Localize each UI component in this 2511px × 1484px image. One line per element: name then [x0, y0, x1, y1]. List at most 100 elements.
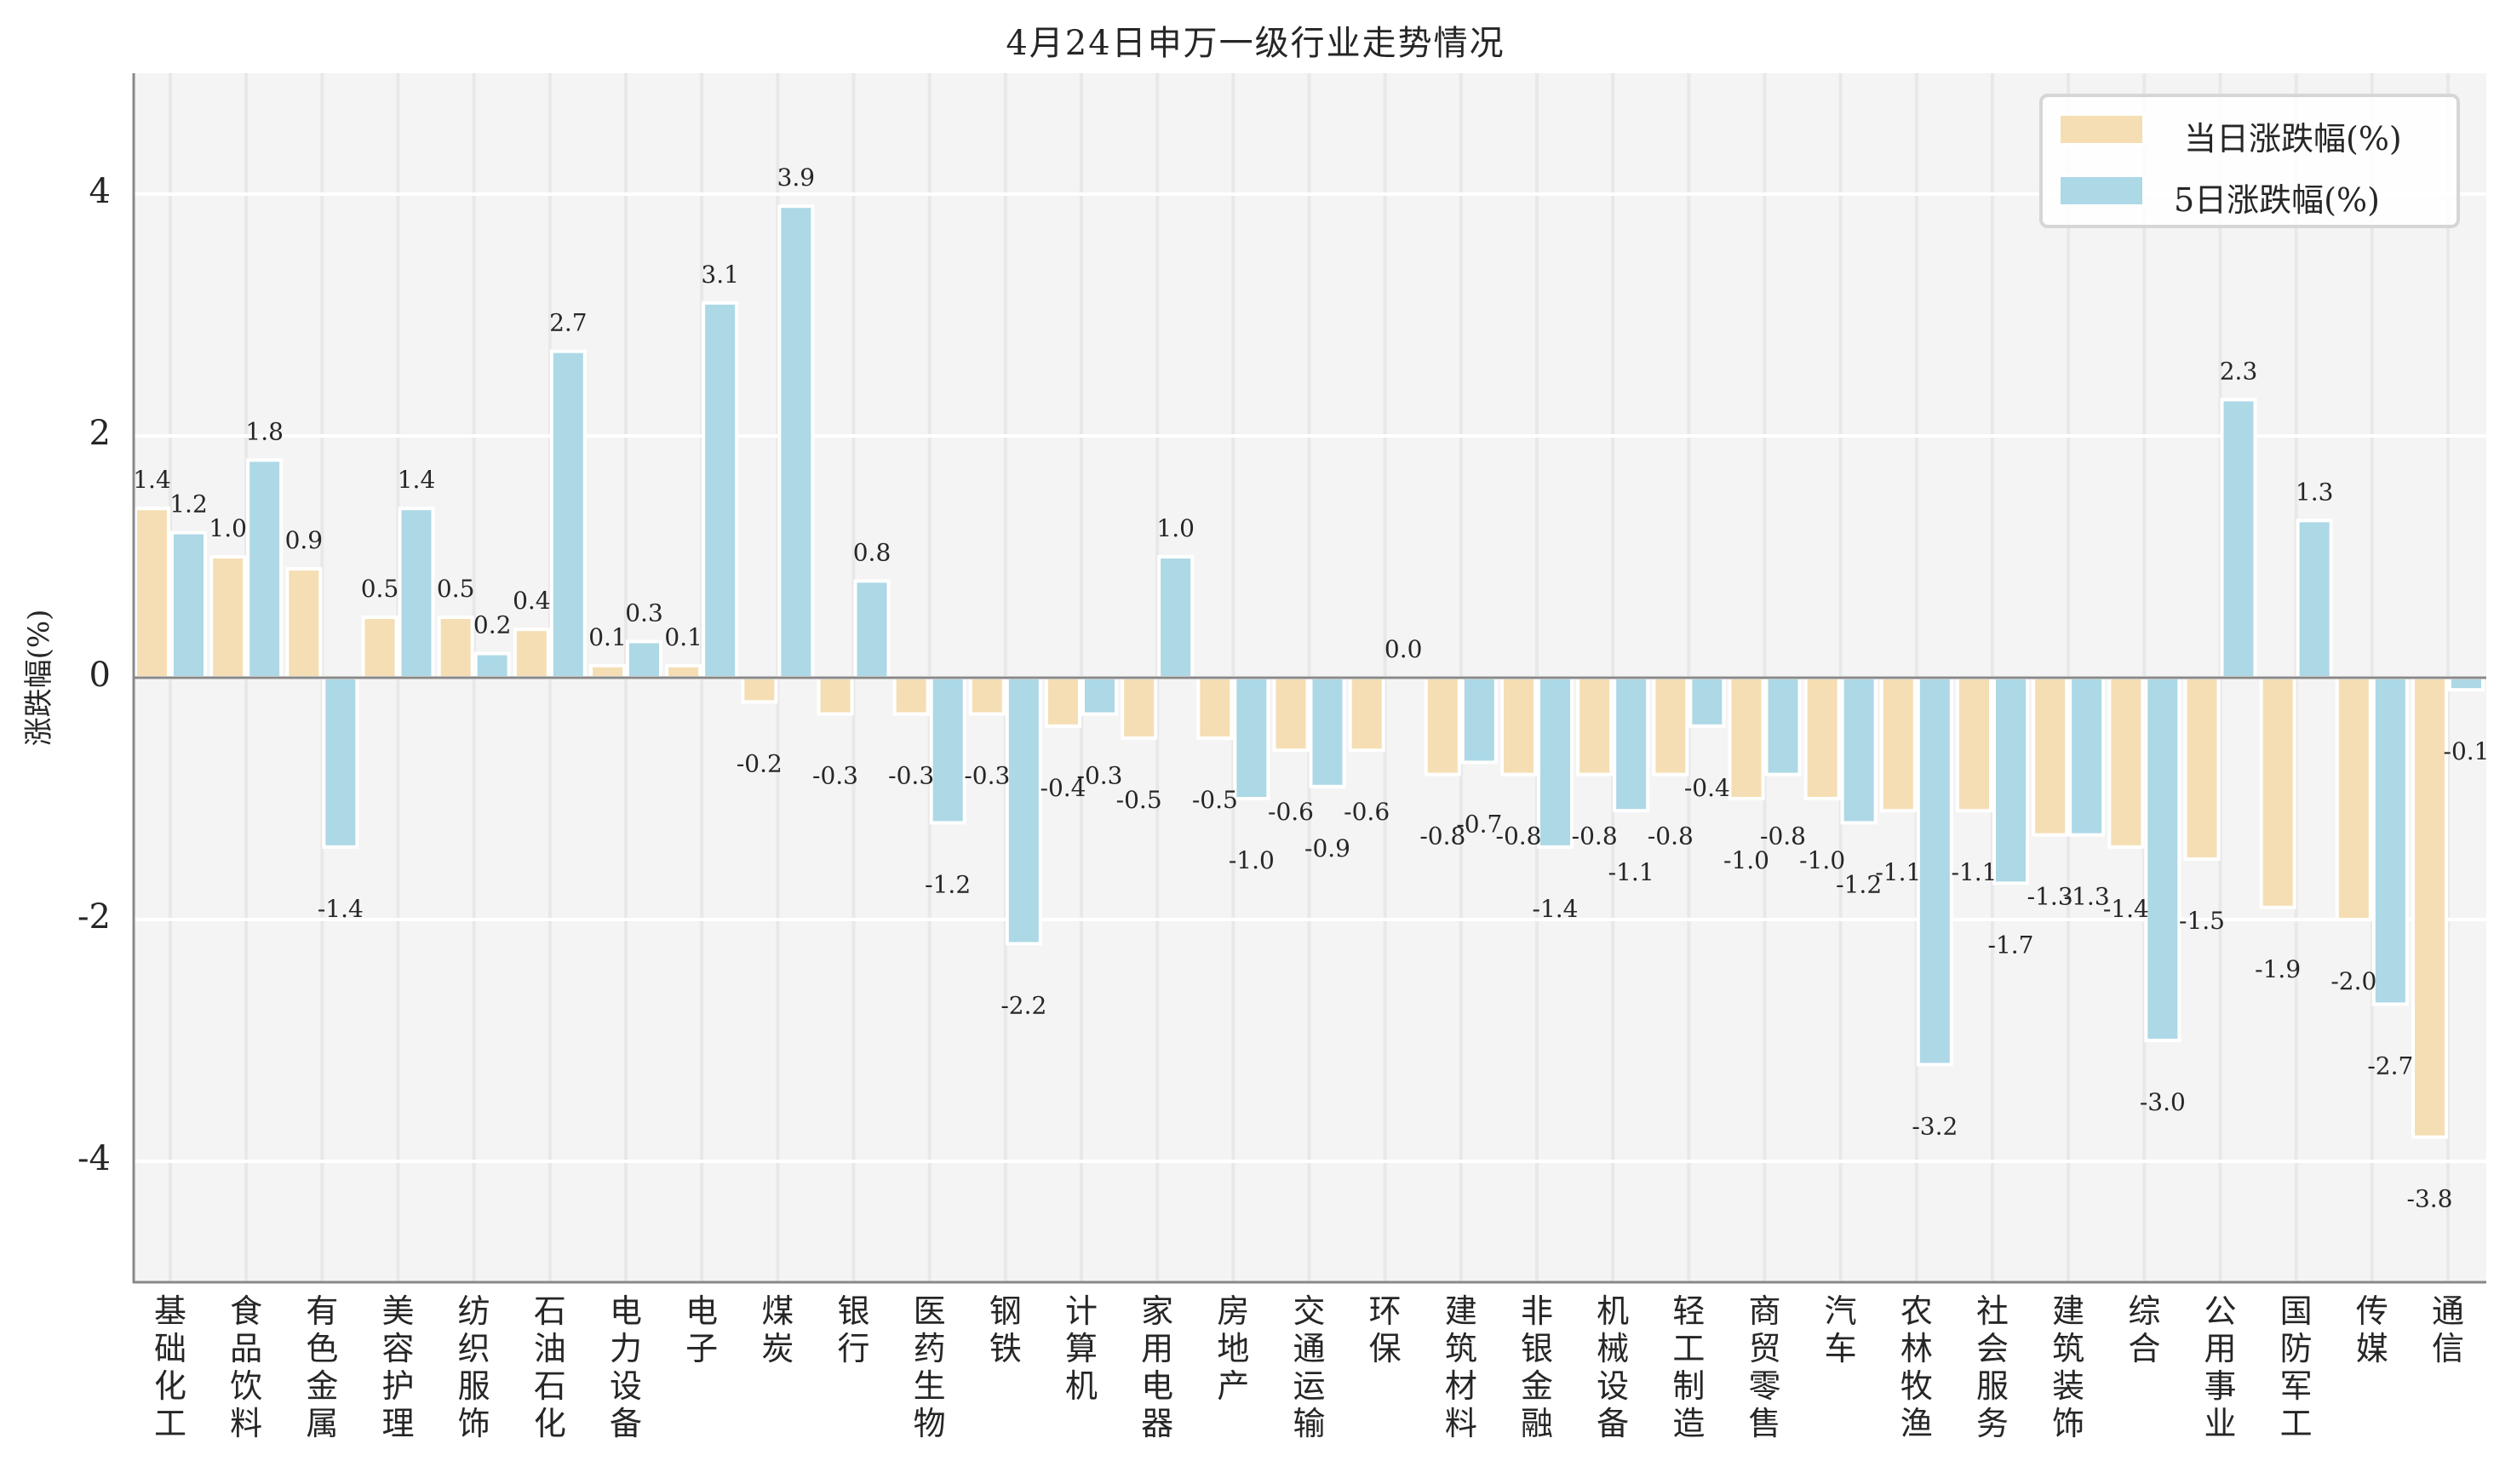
- x-tick-label: 国防军工: [2279, 1292, 2313, 1442]
- bar-daily: [1803, 676, 1841, 800]
- y-tick-label: 2: [89, 414, 111, 453]
- bar-5day: [777, 204, 815, 679]
- value-label-daily: 0.5: [437, 575, 475, 603]
- bar-5day: [246, 458, 284, 680]
- legend-swatch-5day: [2058, 175, 2145, 207]
- x-tick-label: 家用电器: [1141, 1292, 1174, 1442]
- bar-daily: [1576, 676, 1614, 776]
- value-label-5day: -3.2: [1912, 1112, 1958, 1140]
- value-label-5day: -1.4: [318, 895, 364, 923]
- value-label-5day: -1.3: [2064, 883, 2110, 911]
- value-label-daily: -0.8: [1648, 822, 1694, 851]
- x-tick-label: 银行: [837, 1292, 870, 1367]
- bar-daily: [589, 663, 626, 679]
- bar-5day: [1764, 676, 1802, 776]
- bar-5day: [2220, 398, 2257, 679]
- chart-title: 4月24日申万一级行业走势情况: [1006, 24, 1505, 63]
- value-label-5day: 1.4: [398, 466, 436, 494]
- value-label-5day: -2.2: [1000, 991, 1046, 1019]
- bar-daily: [1728, 676, 1765, 800]
- bar-5day: [1005, 676, 1042, 946]
- value-label-daily: -2.0: [2330, 967, 2376, 995]
- x-tick-label: 综合: [2128, 1292, 2161, 1367]
- value-label-daily: -0.5: [1192, 786, 1238, 814]
- bar-5day: [1613, 676, 1650, 813]
- bar-5day: [1840, 676, 1878, 825]
- bar-5day: [549, 349, 587, 679]
- x-tick-label: 煤炭: [761, 1292, 794, 1367]
- value-label-5day: 1.2: [169, 490, 208, 519]
- value-label-daily: -1.0: [1799, 846, 1845, 874]
- value-label-daily: -0.8: [1572, 822, 1618, 851]
- bar-daily: [2259, 676, 2296, 909]
- x-tick-label: 商贸零售: [1748, 1292, 1781, 1442]
- value-label-daily: -0.2: [737, 749, 783, 777]
- bar-daily: [1196, 676, 1234, 740]
- bar-5day: [853, 579, 891, 680]
- bar-daily: [817, 676, 854, 716]
- x-tick-label: 钢铁: [989, 1292, 1022, 1367]
- bar-daily: [892, 676, 930, 716]
- bar-daily: [1956, 676, 1992, 813]
- value-label-5day: 0.2: [473, 611, 512, 639]
- x-tick-label: 建筑装饰: [2052, 1292, 2085, 1442]
- legend-swatch-daily: [2058, 113, 2145, 146]
- bar-daily: [134, 507, 170, 680]
- value-label-daily: 1.4: [133, 466, 171, 494]
- x-tick-label: 公用事业: [2204, 1292, 2237, 1442]
- bar-daily: [1272, 676, 1310, 753]
- value-label-daily: 0.5: [361, 575, 399, 603]
- value-label-5day: 0.0: [1384, 635, 1423, 663]
- x-tick-label: 轻工制造: [1672, 1292, 1706, 1442]
- x-tick-label: 电子: [685, 1292, 719, 1367]
- bar-5day: [1157, 555, 1195, 679]
- bar-daily: [665, 663, 702, 679]
- y-tick-label: 0: [89, 656, 111, 695]
- value-label-5day: -1.7: [1988, 931, 2034, 959]
- bar-5day: [2068, 676, 2106, 837]
- value-label-daily: -0.8: [1419, 822, 1465, 851]
- value-label-5day: -1.2: [925, 870, 971, 898]
- value-label-daily: -0.3: [888, 762, 934, 790]
- bar-5day: [2448, 676, 2485, 692]
- bar-5day: [1460, 676, 1498, 765]
- bar-daily: [2032, 676, 2069, 837]
- bar-5day: [170, 530, 207, 679]
- value-label-5day: -2.7: [2367, 1051, 2413, 1080]
- value-label-daily: -3.8: [2407, 1185, 2453, 1213]
- x-tick-label: 环保: [1368, 1292, 1402, 1367]
- value-label-5day: -0.7: [1456, 810, 1502, 838]
- y-tick-label: -2: [77, 897, 111, 937]
- value-label-daily: 0.4: [513, 587, 551, 615]
- bar-5day: [1537, 676, 1574, 849]
- value-label-5day: -1.2: [1836, 870, 1882, 898]
- bar-daily: [1879, 676, 1917, 813]
- value-label-5day: -0.8: [1760, 822, 1806, 851]
- x-tick-label: 传媒: [2355, 1292, 2388, 1367]
- value-label-daily: 0.9: [285, 526, 324, 554]
- x-tick-label: 基础化工: [153, 1292, 186, 1442]
- bar-5day: [1992, 676, 2029, 885]
- value-label-daily: -1.5: [2179, 907, 2225, 935]
- x-tick-label: 电力设备: [609, 1292, 642, 1442]
- bar-daily: [968, 676, 1006, 716]
- bar-5day: [2296, 519, 2333, 680]
- legend: 当日涨跌幅(%) 5日涨跌幅(%): [2039, 94, 2460, 228]
- value-label-daily: -0.3: [964, 762, 1010, 790]
- bar-daily: [361, 616, 398, 679]
- value-label-5day: 1.3: [2296, 478, 2334, 506]
- value-labels: 1.4 1.0 0.9 0.5 0.5 0.4 0.1 0.1 -0.2 -0.3 -0.3 -0.3…: [133, 163, 2489, 1212]
- x-tick-label: 美容护理: [381, 1292, 415, 1442]
- bar-daily: [1424, 676, 1461, 776]
- bar-daily: [513, 627, 550, 680]
- value-label-5day: 0.3: [625, 599, 663, 627]
- x-tick-label: 纺织服饰: [457, 1292, 490, 1442]
- value-label-daily: -1.3: [2027, 883, 2073, 911]
- value-label-daily: 1.0: [209, 514, 247, 542]
- value-label-daily: -1.1: [1875, 858, 1921, 886]
- value-label-daily: 0.1: [664, 623, 702, 651]
- legend-item-daily: [2058, 112, 2145, 146]
- value-label-5day: 2.3: [2220, 357, 2258, 385]
- x-tick-label: 有色金属: [306, 1292, 339, 1442]
